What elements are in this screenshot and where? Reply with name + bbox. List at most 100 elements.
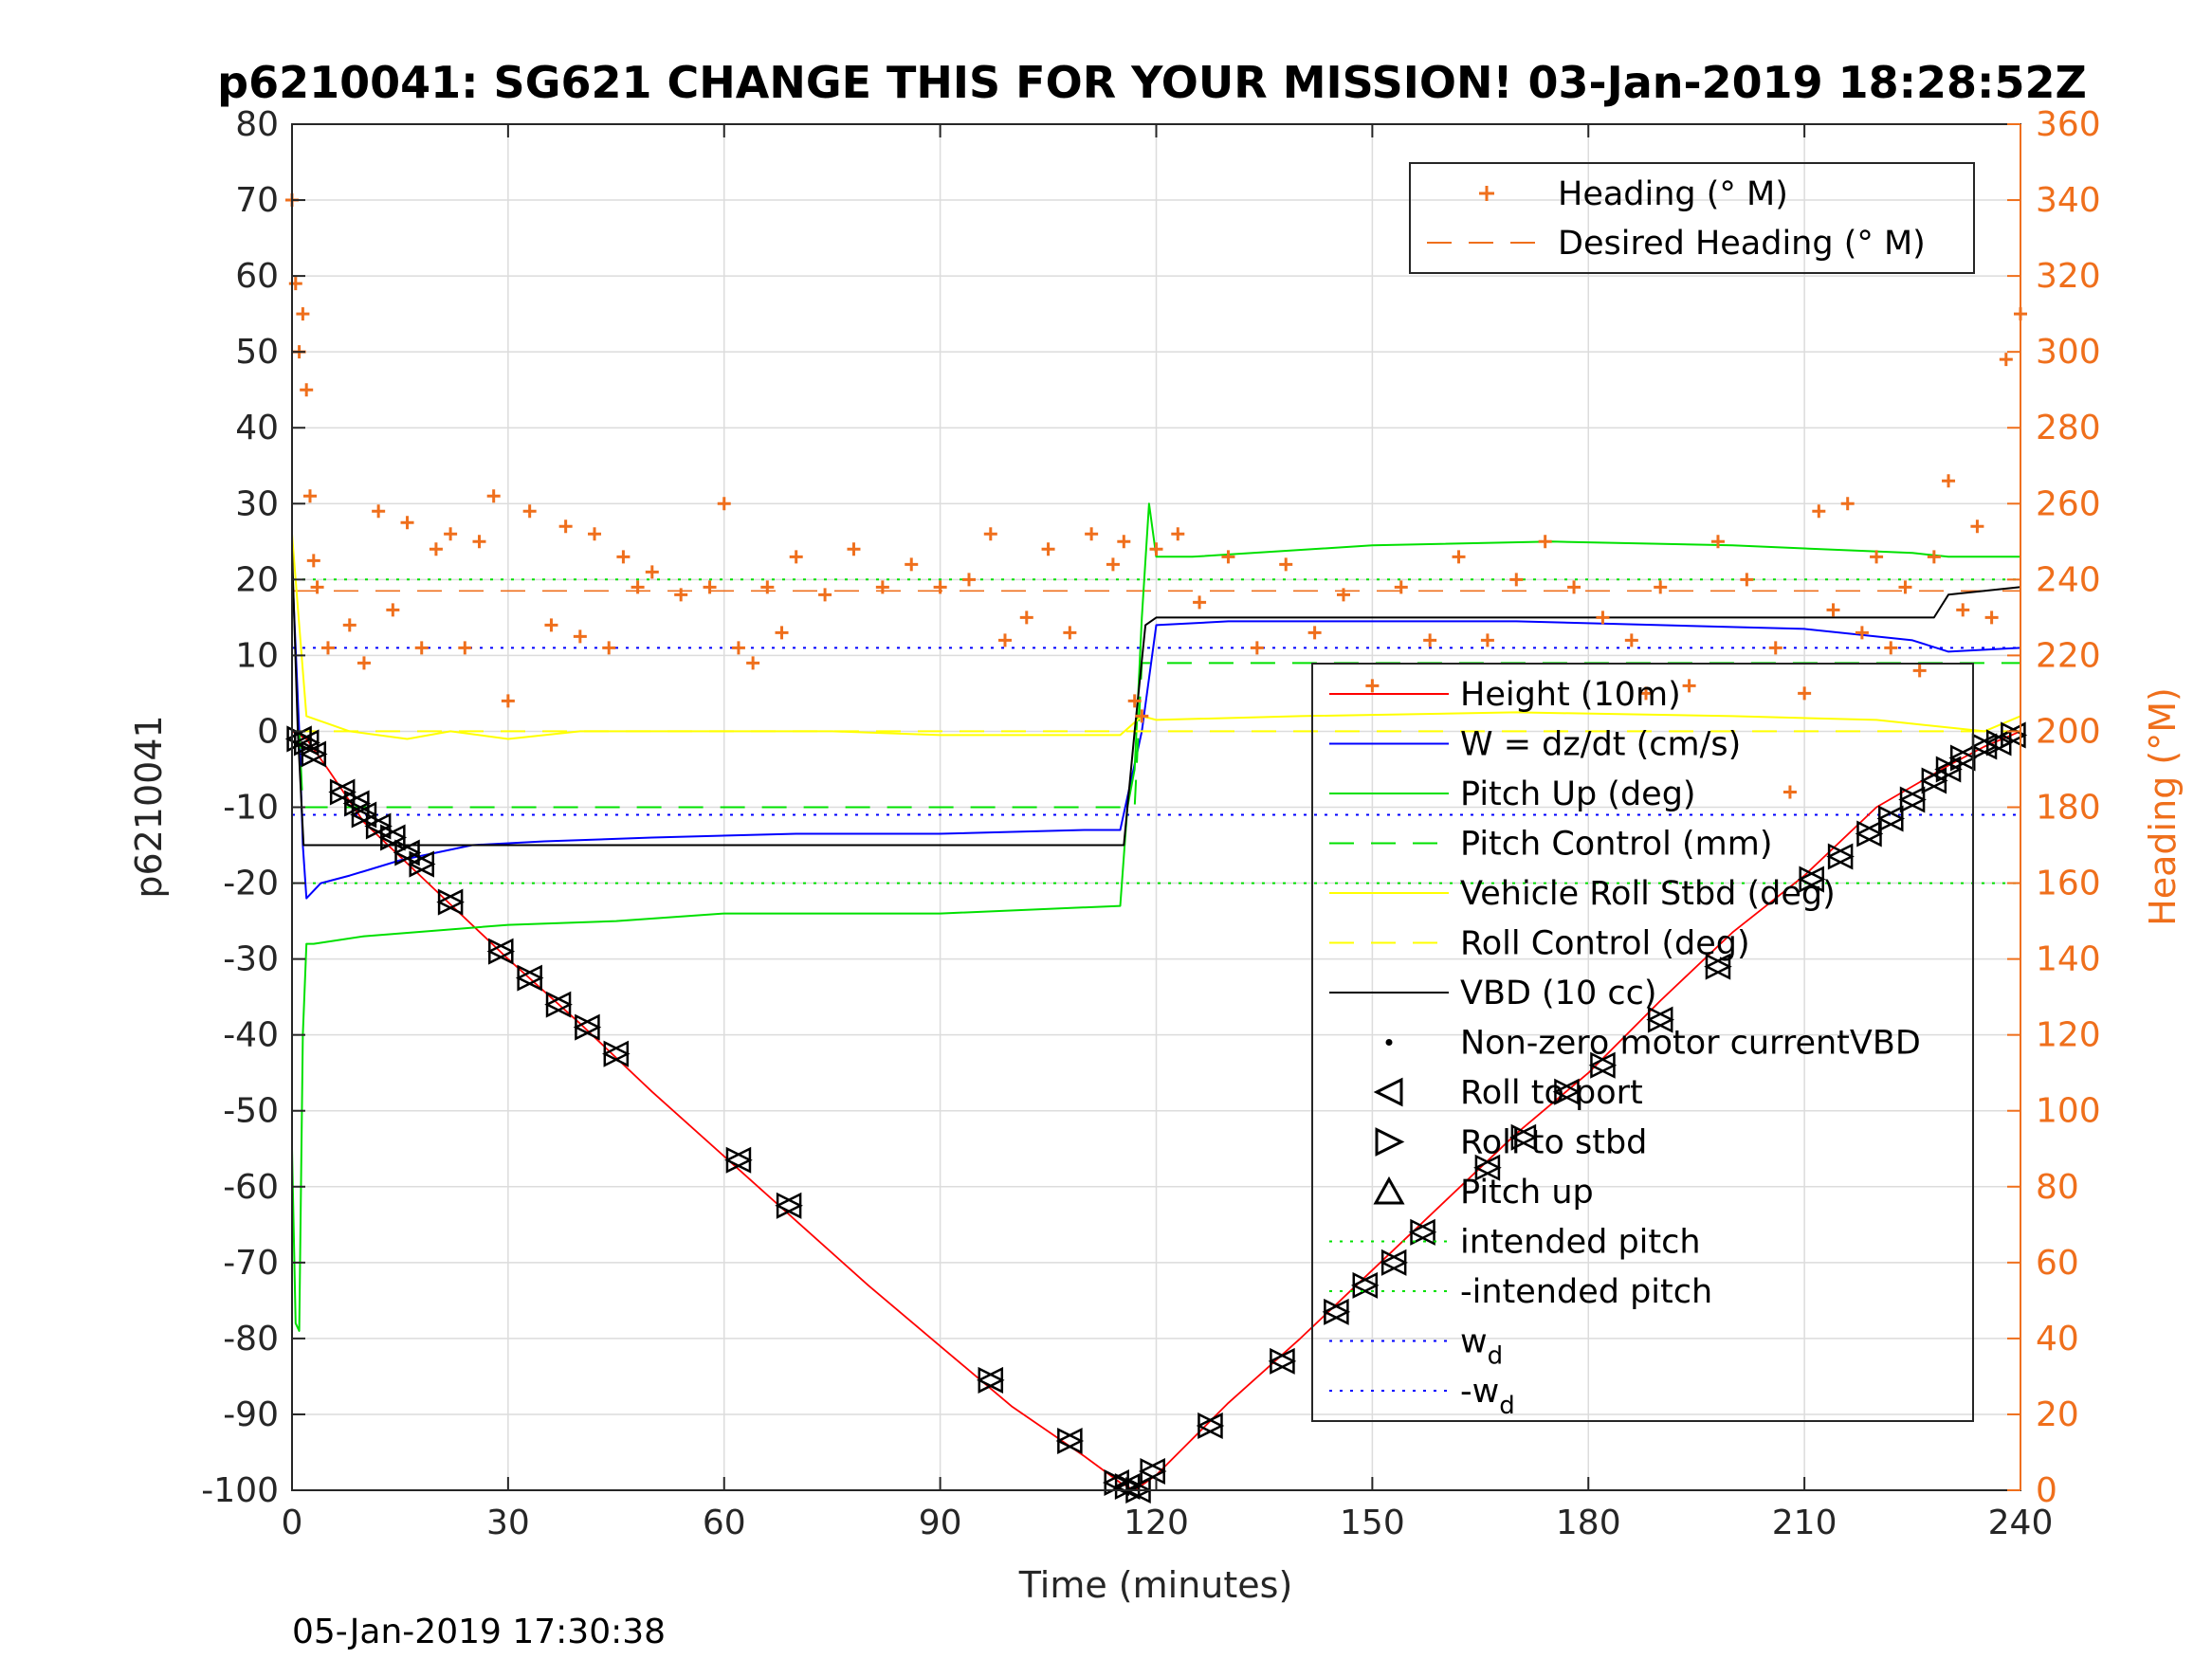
heading-point bbox=[775, 626, 789, 640]
roll-stbd-marker bbox=[1410, 1218, 1437, 1246]
heading-point bbox=[320, 641, 335, 655]
y2-tick-label: 80 bbox=[2036, 1168, 2079, 1207]
y-tick-label: -80 bbox=[223, 1320, 279, 1358]
legend-sample-triangle-up bbox=[1373, 1176, 1405, 1205]
y-tick-label: -100 bbox=[201, 1471, 279, 1510]
roll-stbd-marker bbox=[517, 964, 544, 992]
heading-point bbox=[717, 497, 731, 511]
heading-point bbox=[789, 550, 803, 564]
heading-point bbox=[631, 580, 645, 594]
y2-tick-label: 200 bbox=[2036, 712, 2101, 751]
x-tick-label: 150 bbox=[1340, 1504, 1405, 1542]
roll-stbd-marker bbox=[351, 801, 378, 829]
heading-point bbox=[1840, 497, 1855, 511]
legend-entry-text: Pitch Control (mm) bbox=[1460, 826, 1772, 864]
heading-point bbox=[306, 554, 320, 568]
heading-point bbox=[1596, 611, 1610, 625]
roll-stbd-marker bbox=[2001, 721, 2028, 749]
heading-point bbox=[558, 520, 573, 534]
y2-tick-label: 0 bbox=[2036, 1471, 2057, 1510]
legend-entry-label: Pitch Control (mm) bbox=[1460, 826, 1772, 864]
heading-point bbox=[1193, 595, 1207, 610]
y-tick-label: -70 bbox=[223, 1244, 279, 1283]
y-tick-label: -60 bbox=[223, 1168, 279, 1207]
heading-point bbox=[1884, 641, 1898, 655]
heading-point bbox=[818, 588, 832, 602]
roll-stbd-marker bbox=[1949, 744, 1978, 772]
y-axis-ticks: 80 70 60 50 40 30 20 10 0 -10 -20 -30 -40 -50 -60 -70 -8… bbox=[201, 105, 305, 1510]
chart-title: p6210041: SG621 CHANGE THIS FOR YOUR MIS… bbox=[217, 57, 2087, 108]
series-pitch-up-deg bbox=[291, 502, 2020, 1332]
y-tick-label: -50 bbox=[223, 1092, 279, 1131]
heading-point bbox=[429, 542, 443, 556]
heading-point bbox=[997, 633, 1012, 647]
y2-tick-label: 280 bbox=[2036, 409, 2101, 447]
legend-heading: Heading (° M) Desired Heading (° M) bbox=[1409, 162, 1975, 274]
heading-point bbox=[760, 580, 775, 594]
legend-entry-text: Heading (° M) bbox=[1558, 175, 1788, 213]
y2-tick-label: 300 bbox=[2036, 333, 2101, 372]
heading-point bbox=[746, 656, 760, 670]
roll-stbd-marker bbox=[1647, 1006, 1675, 1033]
heading-point bbox=[1782, 785, 1797, 799]
roll-stbd-marker bbox=[1474, 1154, 1502, 1181]
y-tick-label: -10 bbox=[223, 789, 279, 828]
legend-entry-label: -wd bbox=[1460, 1373, 1515, 1420]
roll-stbd-marker bbox=[1197, 1412, 1225, 1439]
heading-point bbox=[1171, 527, 1185, 541]
heading-point bbox=[458, 641, 472, 655]
heading-point bbox=[1221, 550, 1235, 564]
legend-box bbox=[1409, 162, 1975, 274]
heading-point bbox=[414, 641, 429, 655]
roll-stbd-marker bbox=[1590, 1051, 1618, 1079]
legend-entry-label: Roll to port bbox=[1460, 1074, 1643, 1112]
y-tick-label: -20 bbox=[223, 865, 279, 903]
x-axis-label: Time (minutes) bbox=[1018, 1564, 1293, 1606]
legend-entry-text: Vehicle Roll Stbd (deg) bbox=[1460, 875, 1836, 913]
reference-lines bbox=[292, 578, 2020, 884]
roll-stbd-marker bbox=[329, 778, 356, 806]
legend-sample-triangle-left bbox=[1373, 1077, 1403, 1107]
heading-point bbox=[962, 573, 977, 587]
heading-point bbox=[386, 603, 400, 617]
heading-point bbox=[1365, 679, 1380, 693]
timestamp: 05-Jan-2019 17:30:38 bbox=[292, 1613, 666, 1651]
legend-entry-text: Roll to stbd bbox=[1460, 1124, 1647, 1162]
legend-entry-label: Roll to stbd bbox=[1460, 1124, 1647, 1162]
y-tick-label: 0 bbox=[257, 712, 279, 751]
legend-entry-text: -w bbox=[1460, 1373, 1499, 1411]
legend-entry-text: -intended pitch bbox=[1460, 1273, 1712, 1311]
heading-point bbox=[645, 565, 659, 579]
heading-point bbox=[1394, 580, 1408, 594]
y-tick-label: -30 bbox=[223, 940, 279, 979]
legend-entry-label: Vehicle Roll Stbd (deg) bbox=[1460, 875, 1836, 913]
y-tick-label: 60 bbox=[235, 257, 279, 296]
heading-point bbox=[933, 580, 947, 594]
heading-point bbox=[1019, 611, 1033, 625]
heading-point bbox=[1538, 535, 1552, 549]
roll-stbd-marker bbox=[1057, 1427, 1085, 1454]
heading-point bbox=[1149, 542, 1163, 556]
heading-point bbox=[1970, 520, 1984, 534]
y-tick-label: 50 bbox=[235, 333, 279, 372]
legend-entry-label: Roll Control (deg) bbox=[1460, 925, 1750, 963]
roll-stbd-marker bbox=[380, 824, 408, 851]
roll-stbd-marker bbox=[1352, 1271, 1380, 1299]
heading-point bbox=[1279, 557, 1293, 572]
heading-point bbox=[875, 580, 889, 594]
heading-point bbox=[703, 580, 717, 594]
legend-entry-label: Non-zero motor currentVBD bbox=[1460, 1025, 1921, 1063]
y2-tick-label: 180 bbox=[2036, 789, 2101, 828]
x-tick-label: 0 bbox=[282, 1504, 303, 1542]
y-tick-label: 10 bbox=[235, 636, 279, 675]
y-tick-label: -40 bbox=[223, 1016, 279, 1055]
x-tick-label: 120 bbox=[1124, 1504, 1189, 1542]
roll-stbd-marker bbox=[1380, 1249, 1408, 1276]
heading-point bbox=[983, 527, 997, 541]
y-tick-label: 80 bbox=[235, 105, 279, 144]
roll-stbd-marker bbox=[365, 812, 393, 840]
legend-entry-text: Non-zero motor currentVBD bbox=[1460, 1025, 1921, 1063]
heading-point bbox=[302, 489, 317, 503]
x-tick-label: 90 bbox=[919, 1504, 962, 1542]
